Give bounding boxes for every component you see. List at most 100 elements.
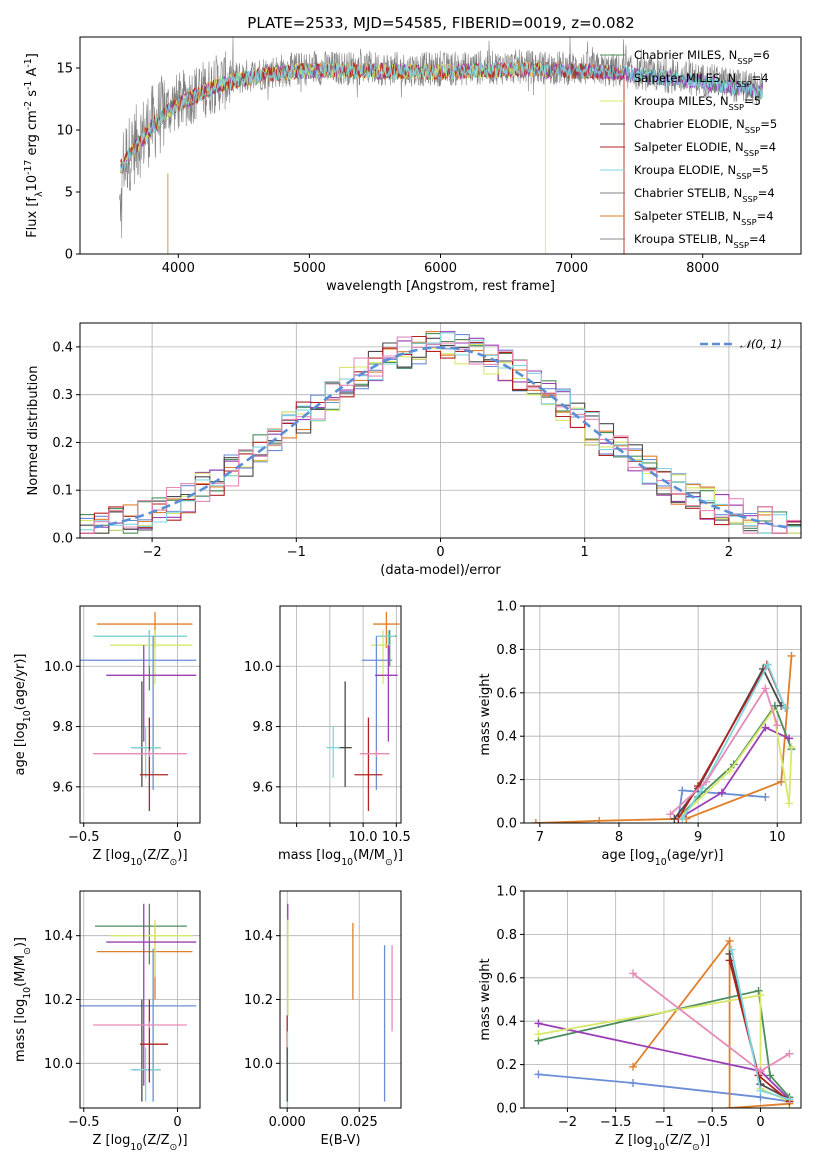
mass-weight-marker — [534, 1070, 543, 1079]
chart-mass_vs_Z: −0.5 0 10.0 10.2 10.4 Z [log10(Z/Z⊙)] mass [lo… — [13, 890, 201, 1153]
x-tick-label: 0 — [173, 830, 181, 845]
y-tick-label: 0.1 — [52, 484, 73, 499]
mass-weight-marker — [534, 1030, 543, 1039]
legend-label: Salpeter STELIB, NSSP=4 — [634, 209, 774, 227]
y-tick-label: 5 — [65, 186, 73, 201]
x-tick-label: 10.0 — [349, 830, 378, 845]
y-tick-label: 10.2 — [244, 993, 273, 1008]
legend-label: Kroupa STELIB, NSSP=4 — [634, 232, 766, 250]
chart-residuals: −2 −1 0 1 2 0.0 0.1 0.2 0.3 0.4 (data-model)/error… — [26, 322, 802, 578]
y-axis-label: Normed distribution — [26, 366, 41, 496]
y-tick-label: 0.0 — [496, 817, 517, 832]
x-tick-label: 8000 — [686, 261, 719, 276]
plot-area — [80, 331, 801, 534]
x-tick-label: 0 — [173, 1115, 181, 1130]
y-tick-label: 0.3 — [52, 388, 73, 403]
x-tick-label: 9 — [694, 830, 702, 845]
mass-weight-marker — [761, 684, 770, 693]
mass-weight-marker — [787, 743, 796, 752]
x-tick-label: 4000 — [162, 261, 195, 276]
x-axis-label: (data-model)/error — [380, 563, 501, 578]
x-tick-label: −1 — [654, 1115, 673, 1130]
residual-histogram — [80, 335, 801, 534]
y-tick-label: 9.6 — [252, 780, 273, 795]
axes-frame — [79, 890, 201, 1109]
residual-histogram — [80, 336, 801, 534]
y-tick-label: 9.6 — [52, 780, 73, 795]
mass-weight-marker — [725, 936, 734, 945]
mass-weight-marker — [595, 816, 604, 823]
x-tick-label: −2 — [143, 545, 162, 560]
y-tick-label: 10.0 — [44, 1057, 73, 1072]
x-axis-label: Z [log10(Z/Z⊙)] — [92, 1133, 187, 1153]
y-tick-label: 0.8 — [496, 643, 517, 658]
x-tick-label: −1 — [287, 545, 306, 560]
x-tick-label: 6000 — [424, 261, 457, 276]
mass-weight-marker — [785, 1049, 794, 1058]
legend-label: Salpeter ELODIE, NSSP=4 — [634, 140, 776, 158]
legend-label: 𝒩(0, 1) — [740, 337, 782, 351]
plot-area — [80, 612, 197, 811]
y-tick-label: 0.4 — [52, 340, 73, 355]
y-axis-label: Flux [fλ10-17 erg cm-2 s-1 A-1] — [23, 53, 45, 238]
mass-weight-marker — [629, 1079, 638, 1088]
y-tick-label: 1.0 — [496, 885, 517, 900]
x-tick-label: 0.025 — [341, 1115, 378, 1130]
mass-weight-marker — [781, 703, 790, 712]
axes-frame — [79, 605, 201, 824]
chart-age_vs_Z: −0.5 0 9.6 9.8 10.0 Z [log10(Z/Z⊙)] age [log10… — [13, 605, 201, 868]
y-tick-label: 0.0 — [52, 532, 73, 547]
legend-label: Chabrier ELODIE, NSSP=5 — [634, 117, 777, 135]
mass-weight-marker — [756, 1067, 765, 1076]
mass-weight-marker — [702, 777, 711, 786]
mass-weight-marker — [773, 721, 782, 730]
x-tick-label: 5000 — [293, 261, 326, 276]
x-tick-label: 8 — [615, 830, 623, 845]
mass-weight-marker — [629, 1062, 638, 1071]
axes: −2 −1.5 −1 −0.5 0 0.0 0.2 0.4 0.6 0.8 1.0 Z [log10(… — [478, 885, 802, 1153]
residual-histogram — [80, 332, 801, 534]
axes: −0.5 0 9.6 9.8 10.0 Z [log10(Z/Z⊙)] age [log10… — [13, 605, 201, 868]
x-tick-label: −0.5 — [68, 830, 100, 845]
mass-weight-marker — [629, 969, 638, 978]
y-tick-label: 10.4 — [244, 929, 273, 944]
axes: −0.5 0 10.0 10.2 10.4 Z [log10(Z/Z⊙)] mass [lo… — [13, 890, 201, 1153]
mass-weight-marker — [727, 945, 736, 954]
x-tick-label: 0.000 — [269, 1115, 306, 1130]
mass-weight-marker — [754, 986, 763, 995]
y-tick-label: 0.6 — [496, 971, 517, 986]
axes-frame — [79, 36, 802, 255]
chart-mass_vs_EBV: 0.000 0.025 10.0 10.2 10.4 E(B-V) — [244, 890, 402, 1148]
normal-reference-curve — [94, 346, 787, 529]
mass-weight-marker — [666, 810, 675, 819]
y-tick-label: 0.8 — [496, 928, 517, 943]
y-tick-label: 10 — [56, 124, 73, 139]
x-axis-label: age [log10(age/yr)] — [602, 848, 724, 868]
y-tick-label: 10.2 — [44, 993, 73, 1008]
x-tick-label: −2 — [558, 1115, 577, 1130]
y-axis-label: mass [log10(M/M⊙)] — [13, 937, 33, 1062]
grid-lines — [280, 891, 401, 1108]
x-tick-label: 7 — [536, 830, 544, 845]
plot-area — [326, 612, 400, 811]
grid-lines — [80, 891, 200, 1108]
mass-weight-marker — [725, 1104, 734, 1108]
y-tick-label: 0.4 — [496, 730, 517, 745]
axes: 4000 5000 6000 7000 8000 0 5 10 15 wavelength [An… — [23, 36, 802, 294]
y-tick-label: 10.4 — [44, 929, 73, 944]
y-tick-label: 0.2 — [496, 773, 517, 788]
mass-weight-line — [632, 972, 790, 1073]
x-tick-label: −0.5 — [68, 1115, 100, 1130]
mass-weight-marker — [678, 814, 687, 823]
x-axis-label: Z [log10(Z/Z⊙)] — [92, 848, 187, 868]
y-tick-label: 0.2 — [52, 436, 73, 451]
mass-weight-marker — [763, 660, 772, 669]
plot-area — [534, 936, 794, 1108]
mass-weight-marker — [785, 1095, 794, 1104]
mass-weight-marker — [717, 788, 726, 797]
mass-weight-marker — [777, 777, 786, 786]
mass-weight-marker — [756, 991, 765, 1000]
chart-weight_vs_age: 7 8 9 10 0.0 0.2 0.4 0.6 0.8 1.0 age [log10(age/yr… — [478, 600, 802, 868]
mass-weight-marker — [785, 799, 794, 808]
axes-frame — [279, 890, 402, 1109]
